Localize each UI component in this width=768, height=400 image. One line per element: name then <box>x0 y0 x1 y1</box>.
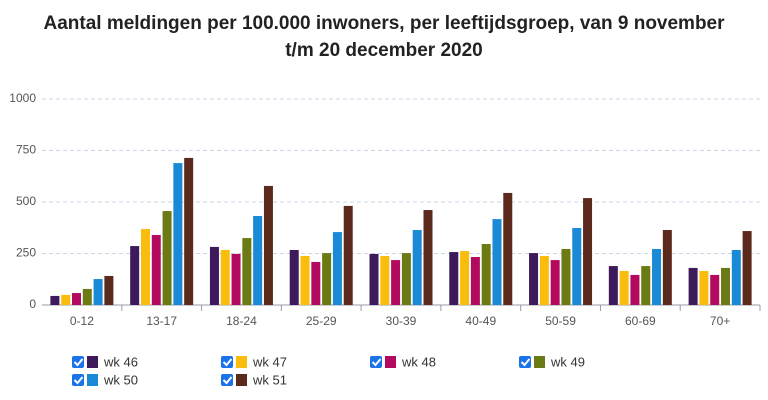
bar <box>630 274 640 305</box>
bar <box>529 253 539 305</box>
bar <box>401 253 411 305</box>
bar <box>50 295 60 305</box>
x-tick-label: 25-29 <box>306 314 337 328</box>
bar <box>322 253 332 305</box>
chart-title: Aantal meldingen per 100.000 inwoners, p… <box>43 13 725 61</box>
bar <box>231 253 241 305</box>
legend-check <box>520 358 531 367</box>
y-tick-label: 0 <box>29 297 36 311</box>
bar <box>572 227 582 305</box>
bar <box>220 249 230 305</box>
bar <box>492 219 502 305</box>
bar <box>151 234 161 305</box>
y-tick-label: 250 <box>16 246 36 260</box>
bar <box>343 205 353 305</box>
bar <box>253 216 263 305</box>
legend-label[interactable]: wk 48 <box>401 354 436 369</box>
bar <box>641 266 651 305</box>
legend-swatch <box>87 374 98 386</box>
y-tick-label: 1000 <box>9 91 36 105</box>
legend-checkbox[interactable] <box>72 374 84 386</box>
bar <box>289 249 299 305</box>
bar <box>242 238 252 305</box>
x-tick-label: 50-59 <box>545 314 576 328</box>
bar <box>130 246 140 305</box>
legend-checkbox[interactable] <box>72 356 84 368</box>
legend-check <box>73 358 84 367</box>
bar <box>300 255 310 305</box>
bar <box>731 249 741 305</box>
bar <box>652 248 662 305</box>
bar <box>699 271 709 305</box>
bar <box>184 157 194 305</box>
bar <box>380 255 390 305</box>
legend-checkbox[interactable] <box>519 356 531 368</box>
x-tick-label: 60-69 <box>625 314 656 328</box>
legend-label[interactable]: wk 47 <box>252 354 287 369</box>
legend-check <box>222 376 233 385</box>
bar <box>263 185 273 305</box>
legend-check <box>222 358 233 367</box>
x-tick-label: 0-12 <box>70 314 94 328</box>
legend-swatch <box>385 356 396 368</box>
legend-label[interactable]: wk 49 <box>550 354 585 369</box>
bar <box>82 288 92 305</box>
y-tick-label: 500 <box>16 194 36 208</box>
bar <box>688 267 698 305</box>
bar <box>481 244 491 305</box>
legend-swatch <box>534 356 545 368</box>
bar <box>662 230 672 305</box>
bar <box>173 163 183 305</box>
bar <box>93 279 103 305</box>
x-tick-label: 18-24 <box>226 314 257 328</box>
bar <box>561 248 571 305</box>
bar <box>104 275 114 305</box>
legend-checkbox[interactable] <box>370 356 382 368</box>
legend-label[interactable]: wk 50 <box>103 372 138 387</box>
y-tick-label: 750 <box>16 143 36 157</box>
bar <box>332 232 342 305</box>
bar <box>140 228 150 305</box>
bar <box>550 260 560 305</box>
bar <box>311 261 321 305</box>
bar <box>460 251 470 305</box>
bar <box>412 230 422 305</box>
bar <box>423 210 433 305</box>
bar <box>470 257 480 305</box>
bar <box>710 274 720 305</box>
bar <box>503 192 513 305</box>
x-tick-label: 70+ <box>710 314 730 328</box>
legend-swatch <box>236 374 247 386</box>
bar <box>61 294 71 305</box>
legend-swatch <box>236 356 247 368</box>
bar <box>742 231 752 305</box>
legend-check <box>73 376 84 385</box>
bar <box>449 252 459 305</box>
legend-swatch <box>87 356 98 368</box>
legend-label[interactable]: wk 46 <box>103 354 138 369</box>
bar <box>539 255 549 305</box>
bar <box>583 198 593 305</box>
x-tick-label: 30-39 <box>386 314 417 328</box>
bar <box>619 271 629 305</box>
legend-label[interactable]: wk 51 <box>252 372 287 387</box>
x-tick-label: 40-49 <box>465 314 496 328</box>
bar <box>209 246 219 305</box>
legend-check <box>371 358 382 367</box>
bar <box>608 266 618 305</box>
bar <box>721 267 731 305</box>
bar <box>71 293 81 305</box>
bar <box>391 260 401 305</box>
legend-checkbox[interactable] <box>221 374 233 386</box>
legend-checkbox[interactable] <box>221 356 233 368</box>
x-tick-label: 13-17 <box>146 314 177 328</box>
bar <box>369 253 379 305</box>
bar <box>162 211 172 305</box>
